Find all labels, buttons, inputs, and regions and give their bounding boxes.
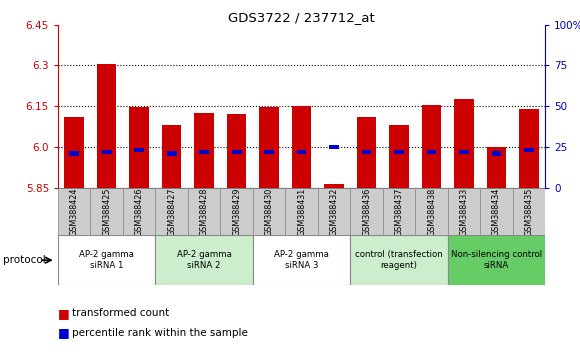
Bar <box>194 113 214 188</box>
Bar <box>519 109 539 188</box>
Text: GSM388425: GSM388425 <box>102 187 111 236</box>
Bar <box>155 235 253 285</box>
Bar <box>454 99 474 188</box>
Bar <box>350 235 448 285</box>
Bar <box>285 188 318 235</box>
Bar <box>70 151 79 156</box>
Bar <box>422 105 441 188</box>
Bar <box>188 188 220 235</box>
Text: GSM388424: GSM388424 <box>70 187 79 236</box>
Text: percentile rank within the sample: percentile rank within the sample <box>72 328 248 338</box>
Text: Non-silencing control
siRNA: Non-silencing control siRNA <box>451 251 542 270</box>
Text: GSM388437: GSM388437 <box>394 187 404 236</box>
Bar <box>90 188 123 235</box>
Text: ■: ■ <box>58 326 70 339</box>
Text: GSM388426: GSM388426 <box>135 187 144 236</box>
Bar <box>350 188 383 235</box>
Bar <box>129 107 149 188</box>
Bar <box>389 125 409 188</box>
Title: GDS3722 / 237712_at: GDS3722 / 237712_at <box>228 11 375 24</box>
Bar <box>459 150 469 154</box>
Text: transformed count: transformed count <box>72 308 170 318</box>
Bar <box>480 188 513 235</box>
Text: GSM388436: GSM388436 <box>362 187 371 236</box>
Text: GSM388435: GSM388435 <box>524 187 534 236</box>
Bar <box>200 150 209 154</box>
Bar <box>394 150 404 154</box>
Text: GSM388430: GSM388430 <box>264 187 274 236</box>
Bar <box>448 235 545 285</box>
Bar <box>329 145 339 149</box>
Bar <box>58 188 90 235</box>
Bar <box>297 150 306 154</box>
Bar <box>318 188 350 235</box>
Bar <box>253 188 285 235</box>
Bar <box>162 125 182 188</box>
Bar <box>135 148 144 152</box>
Bar <box>383 188 415 235</box>
Text: AP-2 gamma
siRNA 1: AP-2 gamma siRNA 1 <box>79 251 134 270</box>
Bar <box>513 188 545 235</box>
Bar <box>155 188 188 235</box>
Text: ■: ■ <box>58 307 70 320</box>
Bar <box>264 150 274 154</box>
Bar <box>259 107 279 188</box>
Bar <box>362 150 371 154</box>
Text: protocol: protocol <box>3 255 46 265</box>
Text: AP-2 gamma
siRNA 2: AP-2 gamma siRNA 2 <box>177 251 231 270</box>
Bar <box>227 114 246 188</box>
Bar <box>324 183 344 188</box>
Bar <box>97 64 117 188</box>
Bar <box>357 117 376 188</box>
Text: GSM388429: GSM388429 <box>232 187 241 236</box>
Bar <box>492 151 501 156</box>
Text: control (transfection
reagent): control (transfection reagent) <box>355 251 443 270</box>
Text: GSM388431: GSM388431 <box>297 187 306 236</box>
Text: GSM388438: GSM388438 <box>427 187 436 236</box>
Bar <box>220 188 253 235</box>
Bar <box>123 188 155 235</box>
Bar <box>253 235 350 285</box>
Text: GSM388428: GSM388428 <box>200 187 209 236</box>
Text: GSM388434: GSM388434 <box>492 187 501 236</box>
Text: GSM388433: GSM388433 <box>459 187 469 236</box>
Text: AP-2 gamma
siRNA 3: AP-2 gamma siRNA 3 <box>274 251 329 270</box>
Bar <box>415 188 448 235</box>
Bar <box>292 106 311 188</box>
Bar <box>58 235 155 285</box>
Text: GSM388427: GSM388427 <box>167 187 176 236</box>
Bar <box>102 150 111 154</box>
Text: GSM388432: GSM388432 <box>329 187 339 236</box>
Bar <box>427 150 436 154</box>
Bar <box>524 148 534 152</box>
Bar <box>448 188 480 235</box>
Bar <box>167 151 176 156</box>
Bar <box>487 147 506 188</box>
Bar <box>64 117 84 188</box>
Bar <box>232 150 241 154</box>
